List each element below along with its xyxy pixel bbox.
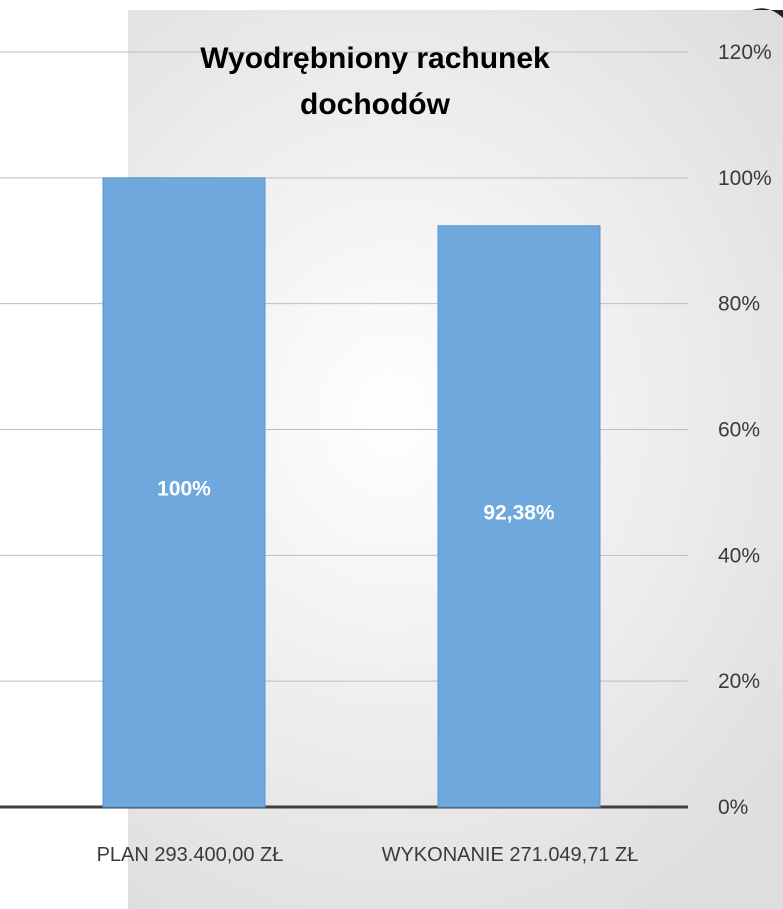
bar (437, 225, 601, 808)
y-tick-label: 120% (718, 41, 772, 64)
y-tick-label: 80% (718, 293, 760, 316)
bars (102, 177, 601, 808)
y-tick-label: 20% (718, 670, 760, 693)
category-label-plan: PLAN 293.400,00 ZŁ (96, 844, 284, 866)
corner-decoration (752, 8, 783, 18)
y-tick-label: 100% (718, 167, 772, 190)
bar-data-label: 100% (157, 477, 211, 500)
y-tick-label: 40% (718, 544, 760, 567)
y-tick-label: 0% (718, 796, 748, 819)
data-labels: 100% 92,38% (157, 477, 555, 524)
bar-data-label: 92,38% (483, 501, 555, 524)
category-label-wykonanie: WYKONANIE 271.049,71 ZŁ (381, 844, 639, 866)
chart-title: Wyodrębniony rachunek dochodów (200, 42, 550, 121)
bar (102, 177, 266, 808)
y-axis-ticks: 0% 20% 40% 60% 80% 100% 120% (718, 41, 772, 819)
y-tick-label: 60% (718, 419, 760, 442)
